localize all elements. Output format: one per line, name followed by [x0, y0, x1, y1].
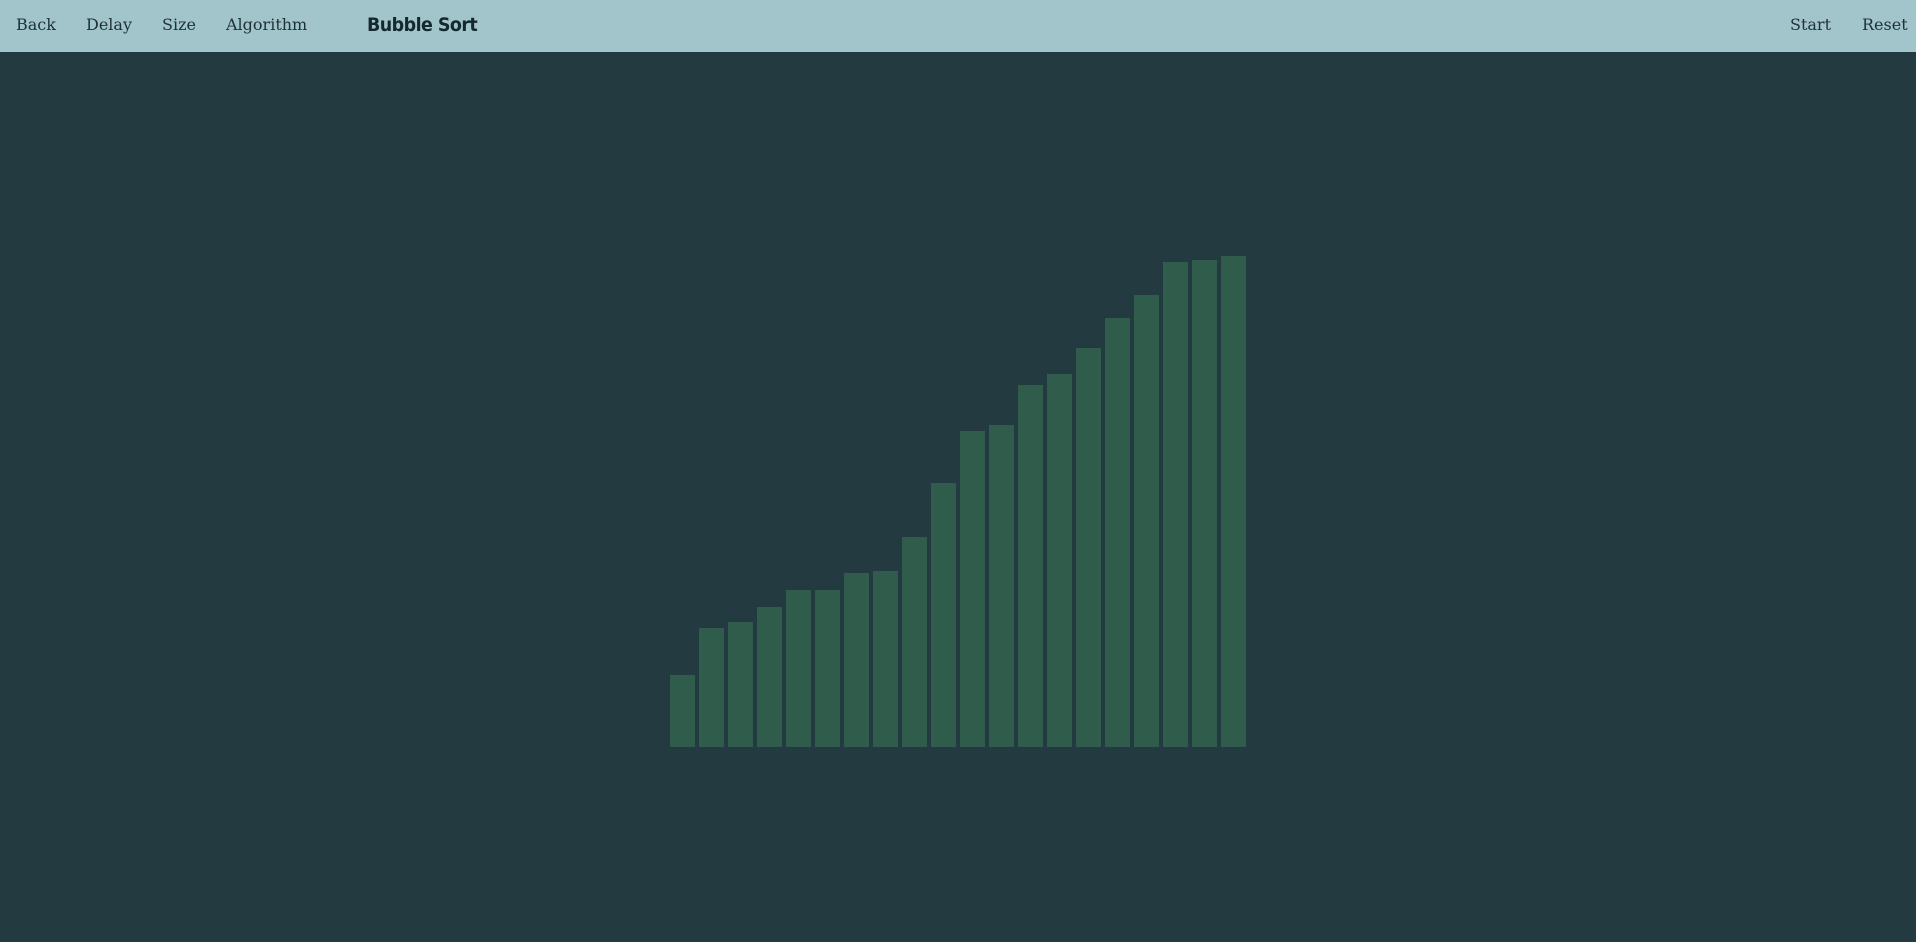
array-bar: [1192, 260, 1217, 747]
array-bar: [1105, 318, 1130, 747]
array-bar: [844, 573, 869, 747]
array-bar: [815, 590, 840, 747]
algorithm-menu[interactable]: Algorithm: [226, 15, 308, 34]
array-bar: [902, 537, 927, 747]
array-bar: [1221, 256, 1246, 747]
array-bar: [1163, 262, 1188, 747]
array-bar: [1076, 348, 1101, 747]
sorting-visualizer: [0, 52, 1916, 942]
array-bar: [989, 425, 1014, 747]
array-bar: [931, 483, 956, 747]
array-bar: [1134, 295, 1159, 747]
array-bar: [699, 628, 724, 747]
algorithm-title: Bubble Sort: [367, 14, 478, 36]
top-navbar: Back Delay Size Algorithm Bubble Sort St…: [0, 0, 1916, 52]
size-menu[interactable]: Size: [162, 15, 196, 34]
array-bar: [1047, 374, 1072, 747]
start-button[interactable]: Start: [1790, 15, 1832, 34]
array-bar: [873, 571, 898, 747]
reset-button[interactable]: Reset: [1862, 15, 1908, 34]
array-bar: [1018, 385, 1043, 747]
array-bar: [728, 622, 753, 747]
delay-menu[interactable]: Delay: [86, 15, 132, 34]
array-bar: [786, 590, 811, 747]
array-bar: [960, 431, 985, 747]
array-bar: [757, 607, 782, 747]
array-bar: [670, 675, 695, 747]
back-button[interactable]: Back: [16, 15, 56, 34]
